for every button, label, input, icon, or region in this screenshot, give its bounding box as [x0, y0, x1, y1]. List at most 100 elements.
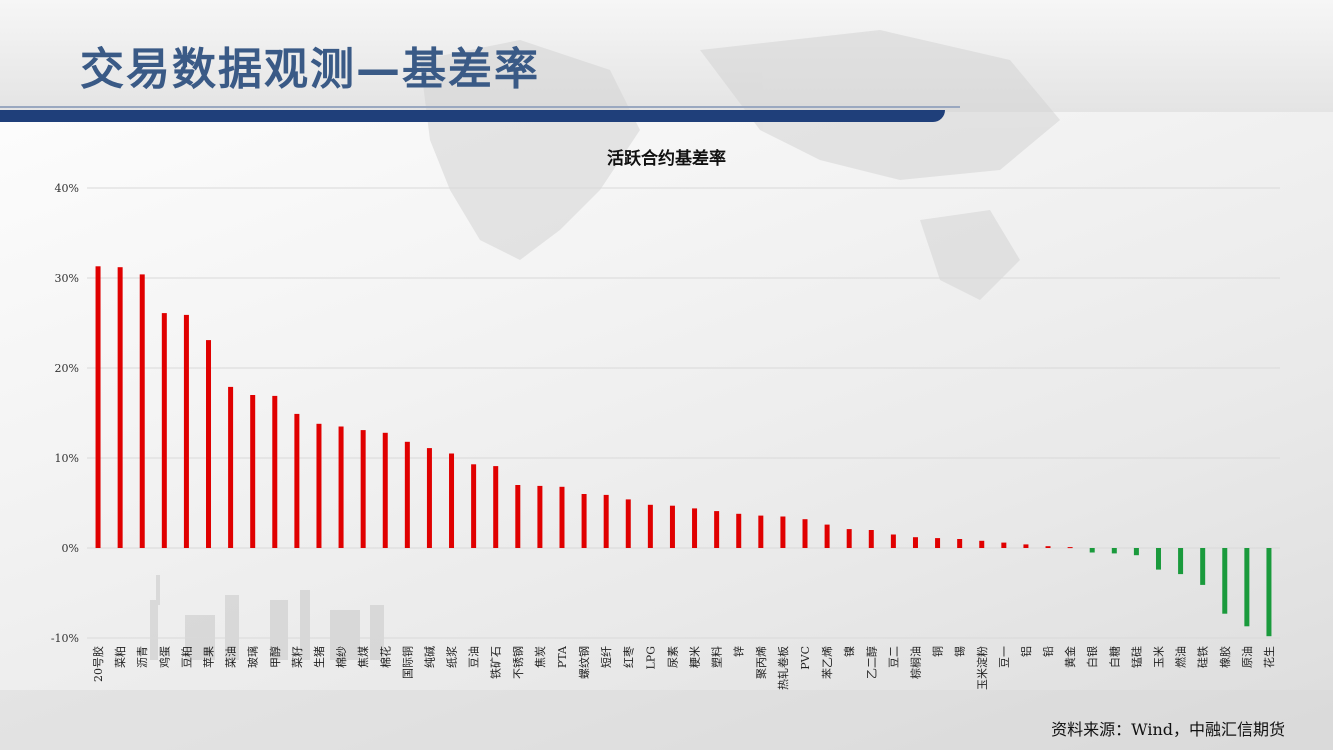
chart-gridlines: [87, 187, 1280, 639]
x-tick-label: 沥青: [136, 646, 149, 668]
bar-铜: [935, 538, 941, 548]
x-tick-label: 橡胶: [1218, 646, 1232, 668]
bar-热轧卷板: [780, 516, 786, 548]
bar-尿素: [669, 505, 675, 548]
x-tick-label: 镍: [842, 646, 856, 657]
bar-玉米: [1155, 548, 1161, 570]
x-tick-label: 燃油: [1174, 646, 1188, 668]
bar-甲醇: [272, 395, 278, 548]
x-tick-label: 热轧卷板: [776, 646, 790, 690]
y-tick-label: 20%: [55, 362, 79, 375]
y-tick-label: 40%: [55, 182, 79, 195]
bar-铅: [1045, 546, 1051, 548]
x-tick-label: 焦煤: [357, 646, 370, 668]
x-tick-label: 铁矿石: [490, 646, 503, 679]
x-tick-label: 棉花: [378, 646, 392, 668]
bar-白银: [1089, 548, 1095, 553]
bar-菜粕: [117, 267, 123, 548]
bar-LPG: [647, 504, 653, 548]
bar-豆一: [1001, 542, 1007, 548]
x-tick-label: 20号胶: [91, 646, 105, 682]
bar-纸浆: [449, 453, 455, 548]
bar-锡: [957, 539, 963, 548]
bar-棕榈油: [912, 537, 918, 548]
bar-白糖: [1111, 548, 1117, 554]
bar-乙二醇: [868, 530, 874, 548]
x-tick-label: 锰硅: [1129, 646, 1143, 668]
x-tick-label: 甲醇: [268, 646, 282, 668]
header-band: [0, 0, 1333, 112]
bar-不锈钢: [515, 485, 521, 548]
bar-豆二: [890, 534, 896, 548]
x-tick-label: 棉纱: [334, 646, 348, 668]
bar-橡胶: [1222, 548, 1228, 614]
chart-title: 活跃合约基差率: [607, 149, 726, 169]
bar-燃油: [1178, 548, 1184, 575]
chart-bars: [95, 266, 1272, 637]
x-tick-label: 纯碱: [423, 646, 436, 668]
bar-棉纱: [338, 426, 344, 548]
x-tick-label: 苹果: [202, 646, 216, 668]
x-tick-label: 原油: [1240, 646, 1254, 668]
bar-塑料: [714, 511, 720, 548]
x-tick-label: 红枣: [622, 646, 635, 668]
bar-黄金: [1067, 547, 1073, 549]
source-note: 资料来源：Wind，中融汇信期货: [1051, 720, 1285, 739]
bar-玉米淀粉: [979, 540, 985, 548]
bar-菜油: [228, 386, 234, 548]
x-tick-label: 聚丙烯: [755, 646, 768, 679]
bar-焦煤: [360, 430, 366, 548]
x-tick-label: 锡: [953, 646, 967, 657]
x-tick-label: PTA: [556, 645, 569, 668]
x-tick-label: 豆二: [887, 646, 900, 668]
x-tick-label: 白糖: [1107, 646, 1121, 668]
bar-硅铁: [1200, 548, 1206, 585]
title-divider: [0, 110, 945, 122]
bar-纯碱: [426, 448, 432, 548]
x-tick-label: 乙二醇: [864, 646, 878, 679]
bar-豆油: [471, 464, 477, 548]
bar-鸡蛋: [161, 313, 167, 548]
x-tick-label: 花生: [1262, 646, 1276, 668]
x-tick-label: 铜: [931, 646, 945, 657]
bar-PVC: [802, 519, 808, 548]
x-tick-label: 玻璃: [246, 646, 260, 668]
x-tick-label: LPG: [644, 646, 657, 670]
bar-花生: [1266, 548, 1272, 637]
title-divider-thin: [0, 106, 960, 108]
x-tick-label: 菜粕: [113, 646, 127, 668]
y-tick-label: 0%: [62, 542, 79, 555]
bar-锰硅: [1133, 548, 1139, 556]
x-tick-label: 铝: [1019, 646, 1033, 657]
x-tick-label: 黄金: [1063, 646, 1077, 668]
bar-镍: [846, 529, 852, 548]
y-tick-label: 30%: [55, 272, 79, 285]
x-tick-label: 尿素: [666, 646, 679, 668]
x-tick-label: PVC: [799, 646, 812, 670]
x-tick-label: 生猪: [312, 646, 326, 668]
bar-20号胶: [95, 266, 101, 548]
bar-PTA: [559, 486, 565, 548]
x-tick-label: 短纤: [599, 646, 613, 668]
bar-红枣: [625, 499, 631, 548]
bar-铁矿石: [493, 466, 499, 548]
x-tick-label: 铅: [1041, 646, 1055, 657]
bar-锌: [736, 513, 742, 548]
bar-苹果: [206, 340, 212, 548]
x-tick-label: 纸浆: [445, 646, 459, 668]
x-tick-label: 白银: [1085, 646, 1099, 668]
x-tick-label: 玉米: [1152, 646, 1165, 668]
x-tick-label: 不锈钢: [512, 646, 525, 679]
x-tick-label: 硅铁: [1197, 646, 1210, 668]
x-tick-label: 螺纹钢: [577, 646, 591, 679]
bar-原油: [1244, 548, 1250, 627]
bar-粳米: [692, 508, 698, 548]
y-tick-label: 10%: [55, 452, 79, 465]
x-tick-label: 豆一: [998, 646, 1011, 668]
y-tick-label: -10%: [51, 632, 79, 645]
chart-y-ticks: 40% 30% 20% 10% 0% -10%: [51, 182, 79, 645]
bar-苯乙烯: [824, 524, 830, 548]
x-tick-label: 粳米: [688, 646, 702, 668]
page-title: 交易数据观测—基差率: [80, 44, 540, 95]
